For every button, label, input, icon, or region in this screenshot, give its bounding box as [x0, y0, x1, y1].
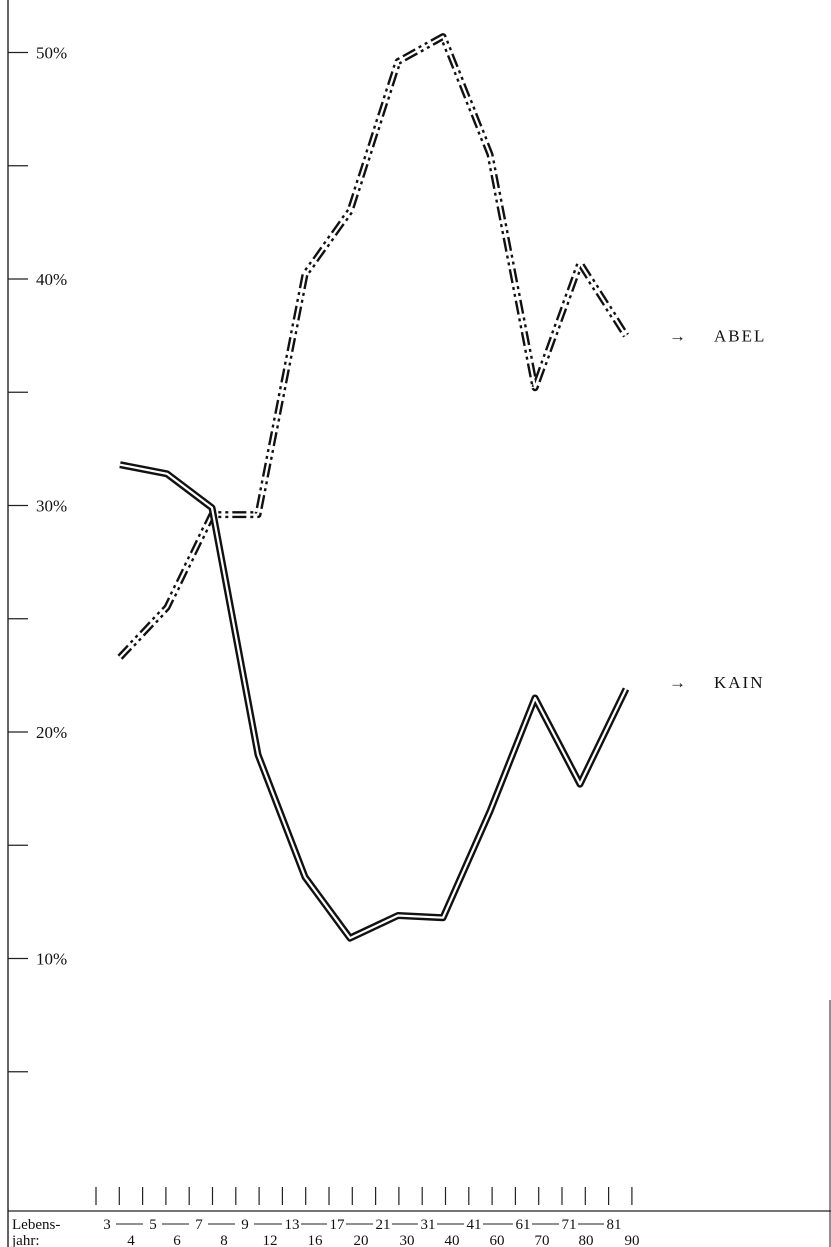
- x-tick-label-top: 61: [516, 1217, 531, 1233]
- x-tick-label-bottom: 6: [173, 1233, 181, 1247]
- x-tick-label-top: 81: [607, 1217, 622, 1233]
- series-name-label: KAIN: [714, 673, 765, 692]
- series-line-outer: [119, 461, 630, 942]
- x-tick-label-top: 17: [330, 1217, 346, 1233]
- y-tick-label: 50%: [36, 44, 67, 63]
- x-tick-label-bottom: 12: [263, 1233, 278, 1247]
- x-tick-label-bottom: 70: [535, 1233, 550, 1247]
- y-tick-label: 40%: [36, 270, 67, 289]
- series-labels: → ABEL → KAIN: [669, 327, 766, 693]
- x-axis-label-line2: jahr:: [11, 1233, 40, 1247]
- series-layer: [117, 33, 630, 942]
- x-tick-label-bottom: 60: [490, 1233, 505, 1247]
- chart-frame: [7, 0, 831, 1247]
- y-tick-label: 30%: [36, 497, 67, 516]
- series-line-inner: [119, 35, 627, 659]
- series-name-label: ABEL: [714, 327, 766, 346]
- x-axis-label-line1: Lebens-: [12, 1217, 60, 1233]
- series-abel: [117, 33, 629, 660]
- x-tick-label-top: 3: [103, 1217, 111, 1233]
- x-tick-label-bottom: 80: [579, 1233, 594, 1247]
- x-tick-label-top: 7: [195, 1217, 203, 1233]
- y-tick-label: 10%: [36, 950, 67, 969]
- x-tick-label-bottom: 16: [308, 1233, 324, 1247]
- x-tick-label-top: 9: [241, 1217, 249, 1233]
- x-tick-label-bottom: 20: [354, 1233, 369, 1247]
- x-tick-label-bottom: 4: [127, 1233, 135, 1247]
- x-tick-label-top: 13: [285, 1217, 300, 1233]
- x-tick-label-bottom: 90: [625, 1233, 640, 1247]
- x-tick-label-top: 31: [421, 1217, 436, 1233]
- x-tick-label-top: 5: [149, 1217, 157, 1233]
- x-tick-label-bottom: 40: [445, 1233, 460, 1247]
- x-tick-label-bottom: 8: [220, 1233, 228, 1247]
- x-tick-label-bottom: 30: [400, 1233, 415, 1247]
- series-arrow: →: [669, 327, 688, 346]
- series-line-inner: [119, 463, 627, 940]
- x-tick-label-top: 41: [467, 1217, 482, 1233]
- x-tick-label-top: 21: [376, 1217, 391, 1233]
- y-axis: 10% 20% 30% 40% 50%: [8, 44, 67, 1073]
- series-kain: [119, 461, 630, 942]
- y-tick-label: 20%: [36, 723, 67, 742]
- x-tick-label-top: 71: [562, 1217, 577, 1233]
- series-arrow: →: [669, 673, 688, 692]
- x-axis: Lebens-jahr: 3 5 7 9 13 17 21 31 41 61 71 81 4 6 8 12 16 2…: [11, 1187, 640, 1247]
